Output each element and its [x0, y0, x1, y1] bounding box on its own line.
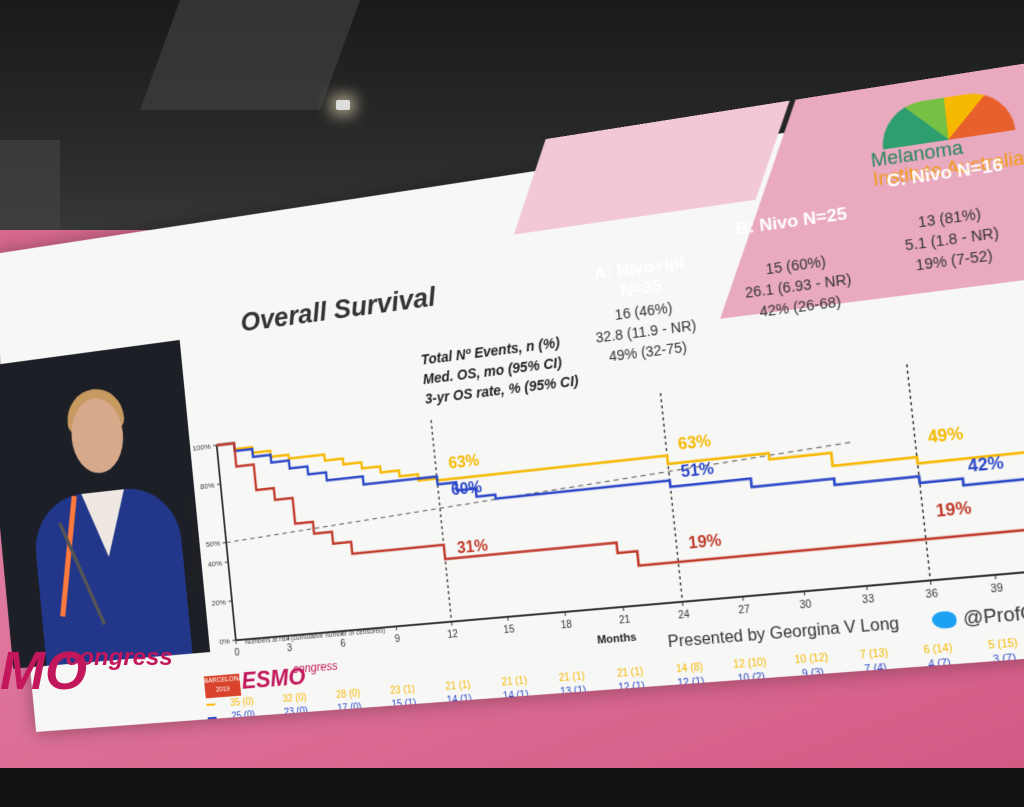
risk-count: 21 (1) — [445, 680, 471, 693]
risk-count: 12 (10) — [733, 657, 767, 671]
ceiling-beam — [140, 0, 360, 110]
risk-count: 7 (0) — [341, 715, 361, 728]
risk-count: 23 (1) — [390, 684, 416, 697]
risk-count: 17 (0) — [337, 702, 362, 715]
x-tick-label: 9 — [394, 634, 400, 646]
y-tick-label: 50% — [206, 539, 221, 549]
esmo-banner-congress: congress — [66, 644, 173, 672]
landmark-line — [907, 364, 931, 580]
x-tick-label: 30 — [799, 599, 812, 612]
x-tick-label: 27 — [738, 604, 751, 617]
survival-rate-label: 60% — [450, 478, 483, 499]
risk-count: 13 (1) — [560, 685, 587, 699]
y-tick-label: 20% — [211, 598, 226, 608]
survival-rate-label: 63% — [677, 433, 712, 455]
x-tick-label: 18 — [560, 619, 572, 632]
risk-count: 21 (1) — [558, 671, 585, 685]
risk-count: 14 (1) — [446, 693, 472, 706]
risk-count: 21 (1) — [501, 675, 528, 688]
x-tick-label: 15 — [503, 624, 515, 636]
risk-count: 14 (1) — [503, 689, 530, 702]
y-tick-label: 80% — [200, 481, 215, 492]
risk-count: 3 (0) — [866, 677, 890, 691]
x-tick-label: 21 — [618, 614, 630, 627]
x-tick-label: 0 — [234, 647, 240, 658]
risk-count: 5 (15) — [988, 637, 1019, 652]
risk-count: 25 (0) — [231, 710, 255, 723]
risk-count: 7 (13) — [859, 647, 889, 661]
survival-rate-label: 49% — [927, 424, 965, 447]
x-tick-label: 24 — [678, 609, 691, 622]
survival-rate-label: 51% — [680, 460, 715, 482]
x-tick-label: 39 — [990, 582, 1004, 595]
risk-count: 5 (0) — [507, 703, 528, 716]
ceiling-beam — [0, 140, 60, 240]
survival-rate-label: 31% — [456, 537, 489, 558]
landmark-line — [431, 420, 451, 622]
risk-count: 12 (1) — [618, 680, 645, 694]
risk-count: 4 (7) — [928, 658, 952, 672]
risk-count: 5 (0) — [564, 699, 586, 712]
risk-count: 10 (12) — [794, 652, 829, 667]
risk-count: 3 (0) — [803, 682, 826, 696]
esmo-barcelona-box: BARCELONA 2019 — [204, 674, 242, 699]
y-axis-label: Overall Survival — [183, 499, 205, 593]
x-tick-label: 6 — [340, 638, 346, 650]
y-tick-label: 40% — [207, 559, 222, 569]
y-tick-label: 0% — [219, 637, 230, 647]
risk-count: 5 (0) — [450, 707, 471, 720]
risk-count: 3 (0) — [929, 672, 953, 686]
survival-rate-label: 19% — [687, 531, 722, 552]
risk-count: 10 (2) — [737, 671, 765, 685]
risk-count: 3 (7) — [992, 653, 1016, 667]
risk-count: 21 (1) — [616, 666, 643, 680]
ceiling-spotlight — [336, 100, 350, 110]
reference-line — [223, 442, 855, 542]
x-axis-label: Months — [597, 632, 638, 647]
risk-count: 14 (8) — [676, 662, 704, 676]
risk-count: 7 (4) — [864, 662, 888, 676]
survival-curve — [217, 352, 1024, 535]
risk-count: 16 (0) — [232, 723, 256, 732]
risk-count: 23 (0) — [284, 706, 309, 719]
risk-count: 6 (14) — [923, 642, 953, 656]
risk-count: 3 (0) — [742, 686, 765, 700]
risk-row-marker — [208, 718, 217, 719]
risk-count: 6 (0) — [395, 711, 415, 724]
risk-row-marker — [206, 704, 215, 705]
x-tick-label: 12 — [447, 629, 459, 641]
risk-count: 3 (0) — [681, 691, 703, 704]
risk-count: 28 (0) — [336, 688, 361, 701]
x-tick-label: 33 — [862, 593, 875, 606]
risk-count: 3 (0) — [622, 695, 644, 708]
x-tick-label: 36 — [925, 588, 939, 601]
x-tick-label: 3 — [287, 643, 293, 655]
survival-curve — [217, 352, 1024, 559]
survival-rate-label: 63% — [448, 452, 481, 473]
survival-rate-label: 42% — [967, 453, 1005, 476]
risk-count: 15 (1) — [391, 698, 417, 711]
risk-count: 3 (0) — [994, 668, 1018, 682]
risk-count: 9 (3) — [802, 667, 825, 681]
landmark-line — [661, 393, 683, 602]
risk-row-marker — [209, 731, 218, 732]
risk-count: 12 (1) — [677, 676, 705, 690]
survival-rate-label: 19% — [935, 498, 973, 520]
twitter-bird-icon — [931, 610, 957, 629]
risk-count: 11 (0) — [285, 719, 309, 732]
y-tick-label: 100% — [192, 442, 211, 453]
